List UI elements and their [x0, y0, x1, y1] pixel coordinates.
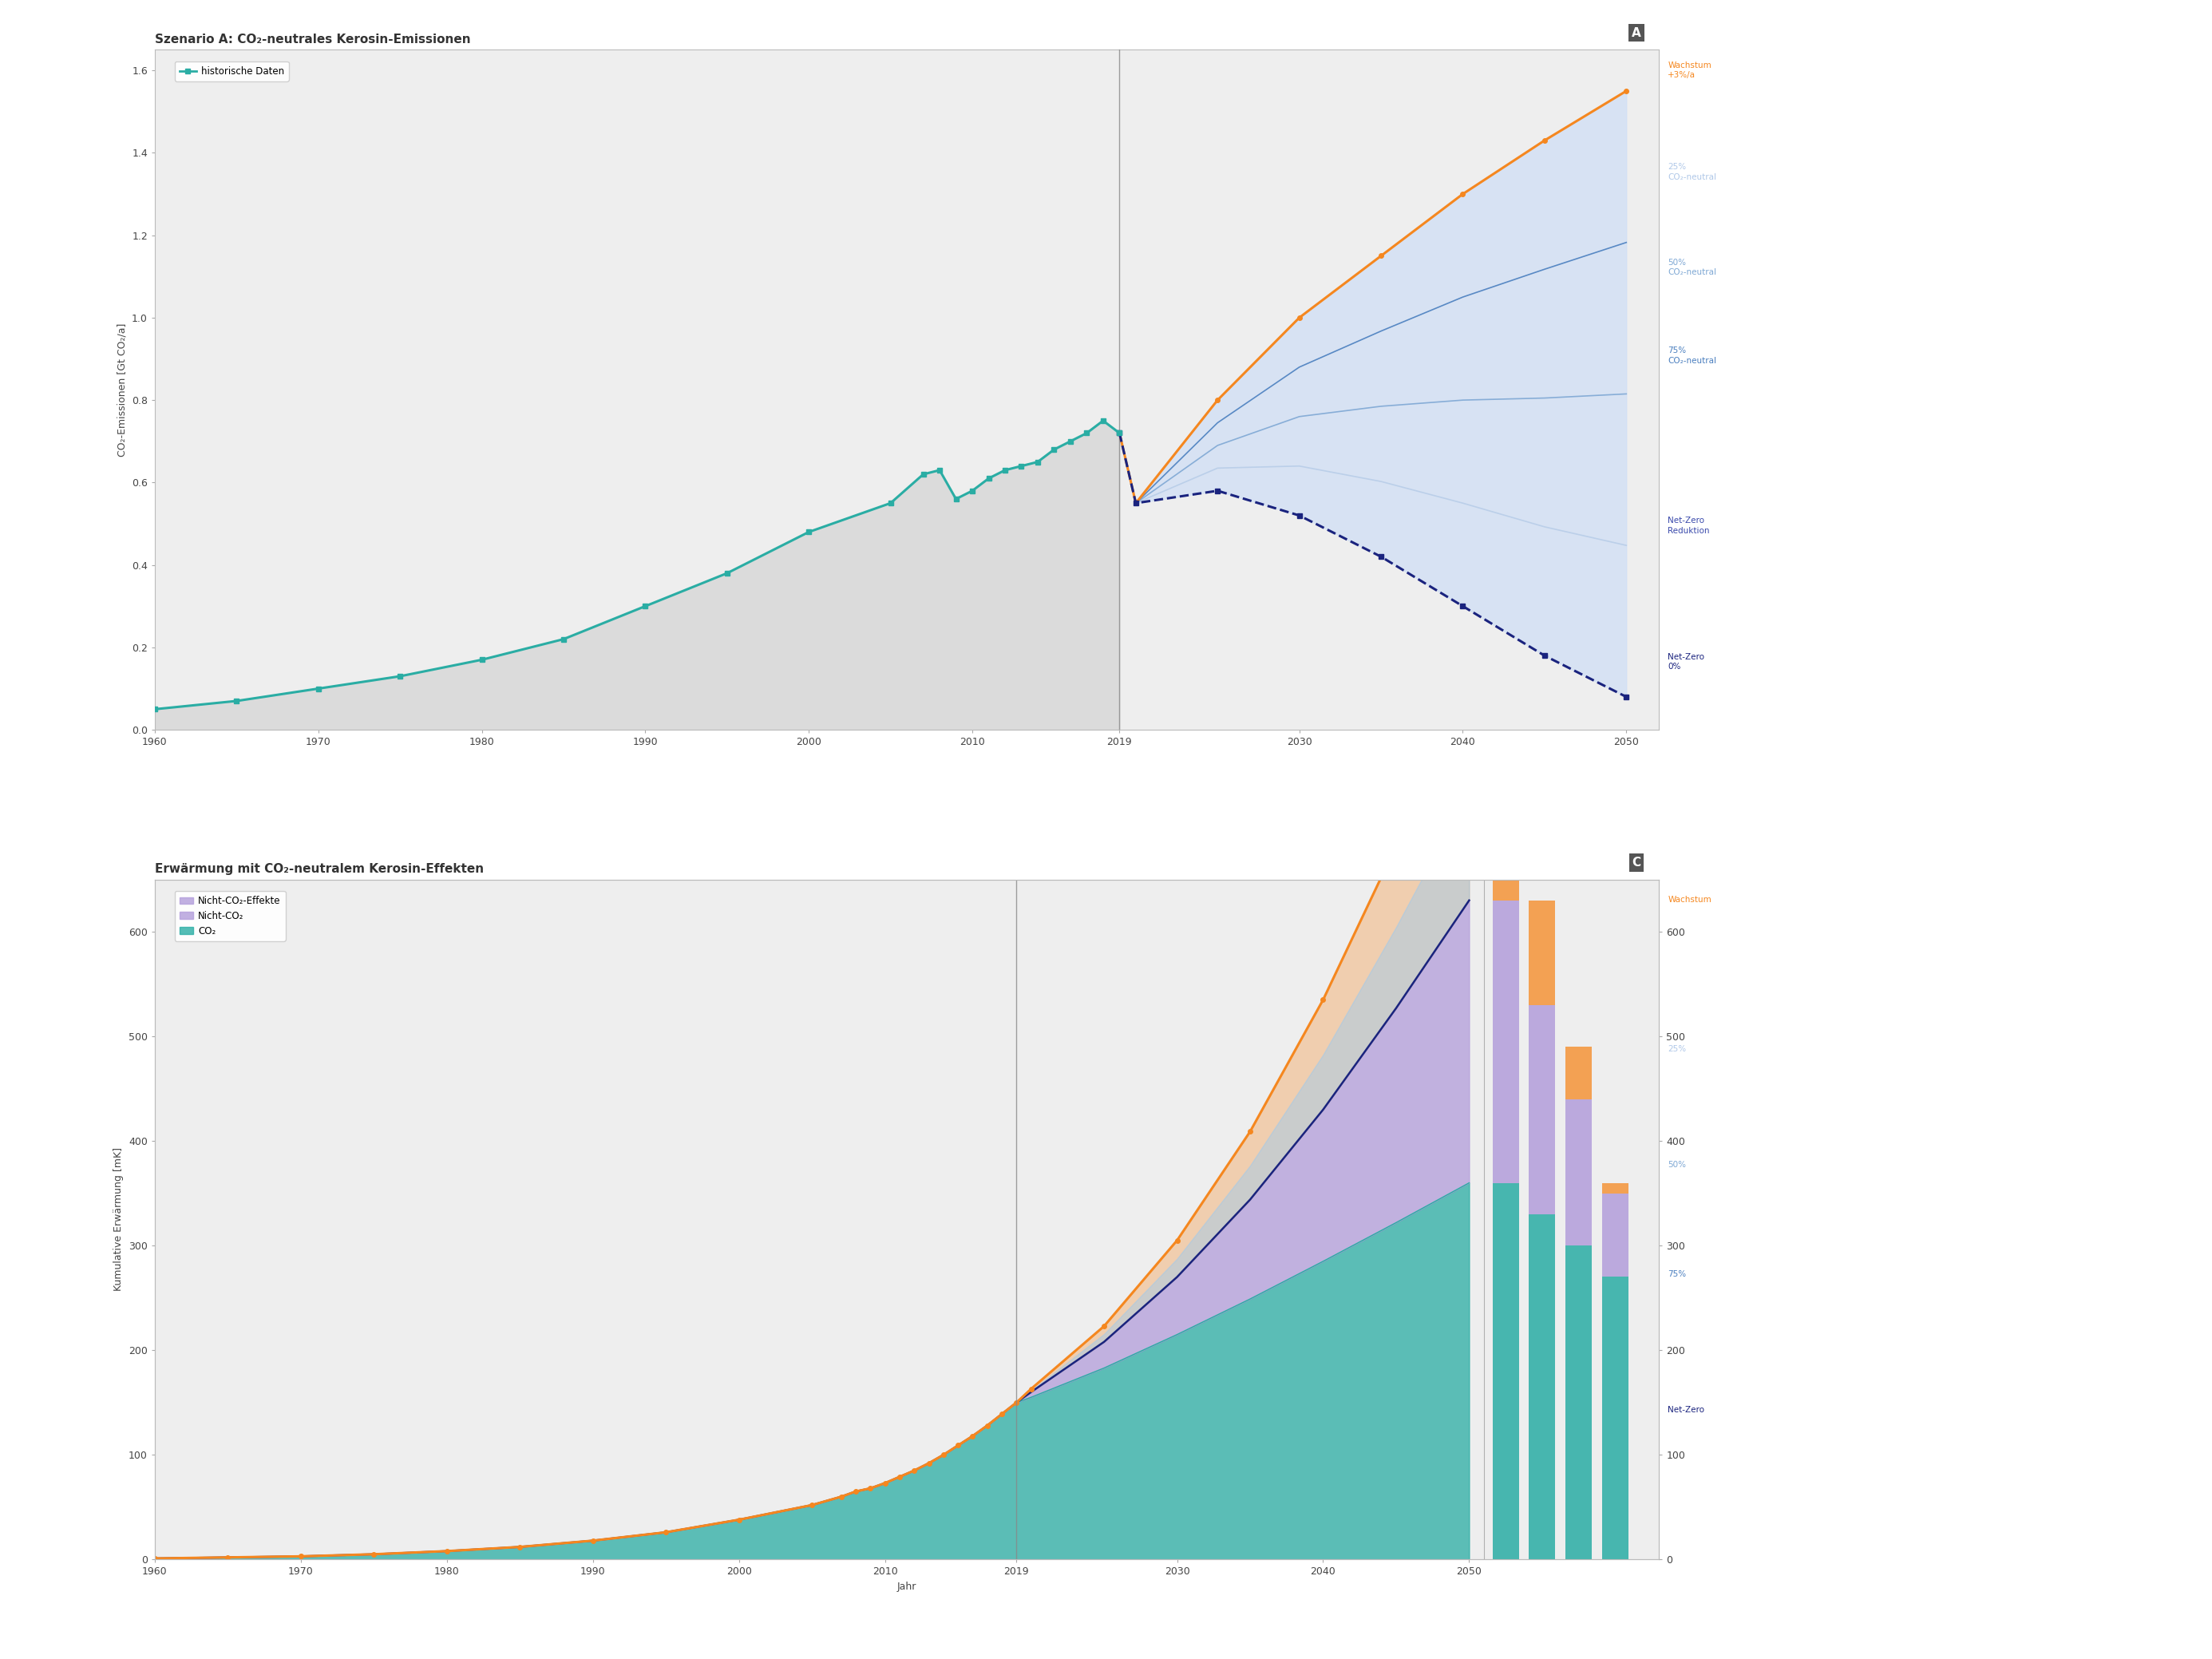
- historische Daten: [1009, 456, 1035, 476]
- Net-Zero 2050: [1449, 596, 1475, 615]
- Line: Net-Zero 2050: Net-Zero 2050: [1117, 431, 1628, 698]
- Text: Szenario A: CO₂-neutrales Kerosin-Emissionen: Szenario A: CO₂-neutrales Kerosin-Emissi…: [155, 33, 471, 45]
- historische Daten: [387, 667, 414, 687]
- Wachstum +3%/a: [1203, 390, 1230, 410]
- Bar: [1601, 1277, 1628, 1559]
- Wachstum +3%/a: [1106, 423, 1133, 443]
- Y-axis label: Kumulative Erwärmung [mK]: Kumulative Erwärmung [mK]: [113, 1148, 124, 1291]
- historische Daten: [991, 460, 1018, 479]
- Text: Wachstum: Wachstum: [1668, 896, 1712, 904]
- Wachstum +3%/a: [1531, 131, 1557, 151]
- Net-Zero 2050: [1121, 493, 1148, 513]
- historische Daten: [1042, 440, 1068, 460]
- Text: 75%
CO₂-neutral: 75% CO₂-neutral: [1668, 347, 1717, 365]
- Bar: [1528, 901, 1555, 1005]
- Bar: [1601, 1183, 1628, 1193]
- Bar: [1528, 1214, 1555, 1559]
- Bar: [1566, 1047, 1593, 1100]
- Bar: [1528, 1005, 1555, 1214]
- Net-Zero 2050: [1203, 481, 1230, 501]
- Wachstum +3%/a: [1367, 246, 1394, 265]
- Text: 50%: 50%: [1668, 1161, 1686, 1170]
- historische Daten: [1024, 451, 1051, 471]
- Bar: [1493, 901, 1520, 1183]
- Net-Zero 2050: [1613, 687, 1639, 707]
- historische Daten: [714, 564, 741, 584]
- Text: Net-Zero: Net-Zero: [1668, 1405, 1705, 1413]
- historische Daten: [942, 489, 969, 509]
- Text: 25%: 25%: [1668, 1045, 1686, 1053]
- Bar: [1493, 1183, 1520, 1559]
- historische Daten: [1073, 423, 1099, 443]
- Text: Erwärmung mit CO₂-neutralem Kerosin-Effekten: Erwärmung mit CO₂-neutralem Kerosin-Effe…: [155, 863, 484, 876]
- historische Daten: [878, 493, 905, 513]
- Bar: [1566, 1100, 1593, 1246]
- Text: 75%: 75%: [1668, 1269, 1686, 1277]
- Y-axis label: CO₂-Emissionen [Gt CO₂/a]: CO₂-Emissionen [Gt CO₂/a]: [117, 324, 128, 456]
- historische Daten: [551, 629, 577, 649]
- Net-Zero 2050: [1367, 547, 1394, 567]
- Line: Wachstum +3%/a: Wachstum +3%/a: [1117, 90, 1628, 506]
- Net-Zero 2050: [1106, 423, 1133, 443]
- historische Daten: [960, 481, 987, 501]
- historische Daten: [142, 698, 168, 718]
- Text: C: C: [1632, 856, 1641, 868]
- Bar: [1566, 1246, 1593, 1559]
- X-axis label: Jahr: Jahr: [898, 1581, 916, 1593]
- historische Daten: [633, 596, 659, 615]
- Text: 25%
CO₂-neutral: 25% CO₂-neutral: [1668, 163, 1717, 181]
- historische Daten: [1106, 423, 1133, 443]
- Bar: [1493, 680, 1520, 901]
- historische Daten: [1091, 411, 1117, 431]
- historische Daten: [469, 650, 495, 670]
- historische Daten: [975, 468, 1002, 488]
- Text: Net-Zero
0%: Net-Zero 0%: [1668, 654, 1705, 670]
- historische Daten: [305, 679, 332, 698]
- Bar: [1601, 1193, 1628, 1277]
- Text: Net-Zero
Reduktion: Net-Zero Reduktion: [1668, 518, 1710, 534]
- Wachstum +3%/a: [1285, 307, 1312, 327]
- Line: historische Daten: historische Daten: [153, 418, 1121, 712]
- Legend: Nicht-CO₂-Effekte, Nicht-CO₂, CO₂: Nicht-CO₂-Effekte, Nicht-CO₂, CO₂: [175, 891, 285, 941]
- historische Daten: [1057, 431, 1084, 451]
- Wachstum +3%/a: [1613, 81, 1639, 101]
- historische Daten: [796, 523, 823, 542]
- Text: Wachstum
+3%/a: Wachstum +3%/a: [1668, 61, 1712, 80]
- Legend: historische Daten: historische Daten: [175, 61, 290, 81]
- historische Daten: [927, 460, 953, 479]
- Net-Zero 2050: [1285, 506, 1312, 526]
- historische Daten: [223, 692, 250, 712]
- Text: A: A: [1632, 27, 1641, 38]
- Net-Zero 2050: [1531, 645, 1557, 665]
- Wachstum +3%/a: [1121, 493, 1148, 513]
- historische Daten: [909, 465, 936, 484]
- Wachstum +3%/a: [1449, 184, 1475, 204]
- Text: 50%
CO₂-neutral: 50% CO₂-neutral: [1668, 259, 1717, 277]
